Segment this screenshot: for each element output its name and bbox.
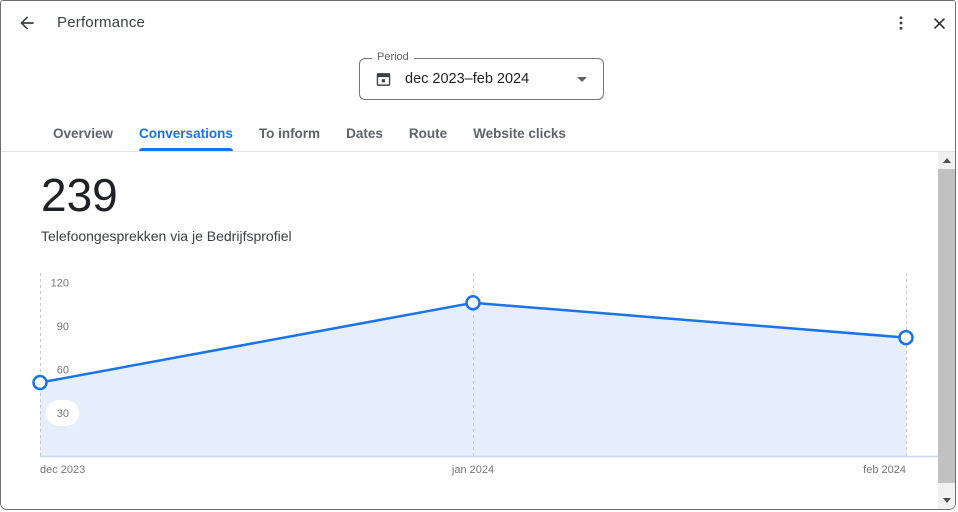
period-field-label: Period [372,51,414,63]
svg-text:90: 90 [57,321,69,333]
tab-website-clicks[interactable]: Website clicks [473,126,566,141]
svg-text:120: 120 [51,278,69,290]
tabs-divider [1,151,955,152]
tab-conversations[interactable]: Conversations [126,119,246,151]
caret-up-icon [942,158,951,163]
svg-text:60: 60 [57,365,69,377]
tab-dates[interactable]: Dates [346,126,383,141]
close-button[interactable] [925,9,953,37]
scrollbar-down-button[interactable] [938,492,955,509]
arrow-left-icon [20,16,34,30]
scrollbar-thumb[interactable] [938,169,955,483]
metric-description: Telefoongesprekken via je Bedrijfsprofie… [41,228,292,244]
svg-text:feb 2024: feb 2024 [863,464,906,476]
svg-text:30: 30 [57,408,69,420]
header-bar: Performance [1,1,955,45]
back-button[interactable] [13,9,41,37]
metric-value: 239 [41,169,118,221]
period-value: dec 2023–feb 2024 [405,71,530,87]
conversations-chart[interactable]: 30 60 90 120 dec 2023 jan 2024 feb 2024 [1,152,942,492]
tab-bar: Overview Conversations To inform Dates R… [40,119,579,151]
tab-to-inform[interactable]: To inform [258,126,321,141]
calendar-icon [376,72,391,86]
caret-down-icon [577,76,587,82]
close-icon [933,17,945,29]
svg-text:jan 2024: jan 2024 [451,464,494,476]
tab-overview[interactable]: Overview [53,126,114,141]
svg-text:dec 2023: dec 2023 [40,464,85,476]
scrollbar[interactable] [938,152,955,509]
scroll-content: 239 Telefoongesprekken via je Bedrijfspr… [1,152,955,509]
kebab-menu-icon [899,16,903,30]
tab-route[interactable]: Route [408,126,448,141]
kebab-menu-button[interactable] [887,9,915,37]
caret-down-icon [942,498,951,503]
period-field[interactable]: Period dec 2023–feb 2024 [359,51,604,100]
page-title: Performance [57,14,146,31]
scrollbar-up-button[interactable] [938,152,955,169]
